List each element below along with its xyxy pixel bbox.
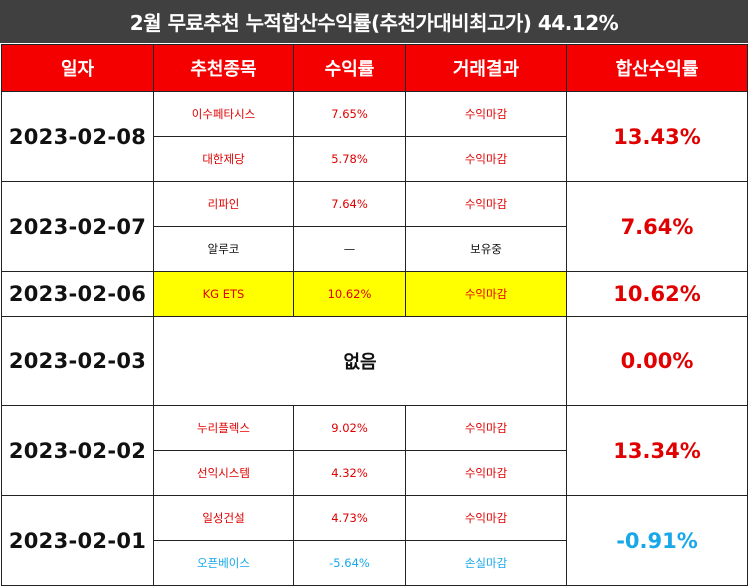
total-rate: 10.62% (566, 271, 748, 317)
trade-result: 보유중 (405, 226, 567, 272)
header-stock: 추천종목 (153, 44, 294, 92)
stock-rate: 7.64% (293, 181, 406, 227)
trade-result: 수익마감 (405, 495, 567, 541)
table-row: 2023-02-07 리파인 7.64% 수익마감 7.64% (1, 181, 748, 272)
trade-result: 수익마감 (405, 405, 567, 451)
table-row: 알루코 — 보유중 (2, 226, 748, 272)
trade-result: 수익마감 (405, 181, 567, 227)
date-cell: 2023-02-06 (1, 271, 154, 317)
trade-result: 수익마감 (405, 271, 567, 317)
stock-rate: 9.02% (293, 405, 406, 451)
stock-rate: -5.64% (293, 540, 406, 586)
stock-rate: 5.78% (293, 136, 406, 182)
stock-name: 이수페타시스 (153, 91, 294, 137)
total-rate: 0.00% (566, 316, 748, 406)
header-date: 일자 (1, 44, 154, 92)
trade-result: 수익마감 (405, 136, 567, 182)
table-row: 2023-02-06 KG ETS 10.62% 수익마감 10.62% (1, 271, 748, 317)
page-title: 2월 무료추천 누적합산수익률(추천가대비최고가) 44.12% (0, 0, 748, 43)
header-total: 합산수익률 (566, 44, 748, 92)
date-cell: 2023-02-02 (1, 405, 154, 496)
recommendation-table: 일자 추천종목 수익률 거래결과 합산수익률 2023-02-08 이수페타시스… (1, 44, 748, 586)
table-row: 오픈베이스 -5.64% 손실마감 (2, 540, 748, 586)
table-row: 2023-02-01 일성건설 4.73% 수익마감 -0.91% (1, 495, 748, 586)
trade-result: 수익마감 (405, 450, 567, 496)
table-row: 2023-02-08 이수페타시스 7.65% 수익마감 13.43% (1, 91, 748, 182)
stock-name: 누리플렉스 (153, 405, 294, 451)
header-result: 거래결과 (405, 44, 567, 92)
stock-name: 선익시스템 (153, 450, 294, 496)
total-rate: 7.64% (566, 181, 748, 272)
table-row: 선익시스템 4.32% 수익마감 (2, 450, 748, 496)
table-row: 2023-02-03 없음 0.00% (1, 316, 748, 406)
stock-name: KG ETS (153, 271, 294, 317)
stock-name: 오픈베이스 (153, 540, 294, 586)
date-cell: 2023-02-08 (1, 91, 154, 182)
date-cell: 2023-02-01 (1, 495, 154, 586)
no-recommendation: 없음 (153, 316, 567, 406)
date-cell: 2023-02-07 (1, 181, 154, 272)
header-row: 일자 추천종목 수익률 거래결과 합산수익률 (1, 44, 748, 92)
table-row: 대한제당 5.78% 수익마감 (2, 136, 748, 182)
stock-name: 대한제당 (153, 136, 294, 182)
trade-result: 손실마감 (405, 540, 567, 586)
header-rate: 수익률 (293, 44, 406, 92)
stock-name: 알루코 (153, 226, 294, 272)
stock-name: 리파인 (153, 181, 294, 227)
stock-rate: 4.73% (293, 495, 406, 541)
table-row: 2023-02-02 누리플렉스 9.02% 수익마감 13.34% (1, 405, 748, 496)
total-rate: 13.43% (566, 91, 748, 182)
stock-rate: 4.32% (293, 450, 406, 496)
stock-name: 일성건설 (153, 495, 294, 541)
stock-rate: — (293, 226, 406, 272)
stock-rate: 7.65% (293, 91, 406, 137)
date-cell: 2023-02-03 (1, 316, 154, 406)
trade-result: 수익마감 (405, 91, 567, 137)
total-rate: -0.91% (566, 495, 748, 586)
total-rate: 13.34% (566, 405, 748, 496)
stock-rate: 10.62% (293, 271, 406, 317)
